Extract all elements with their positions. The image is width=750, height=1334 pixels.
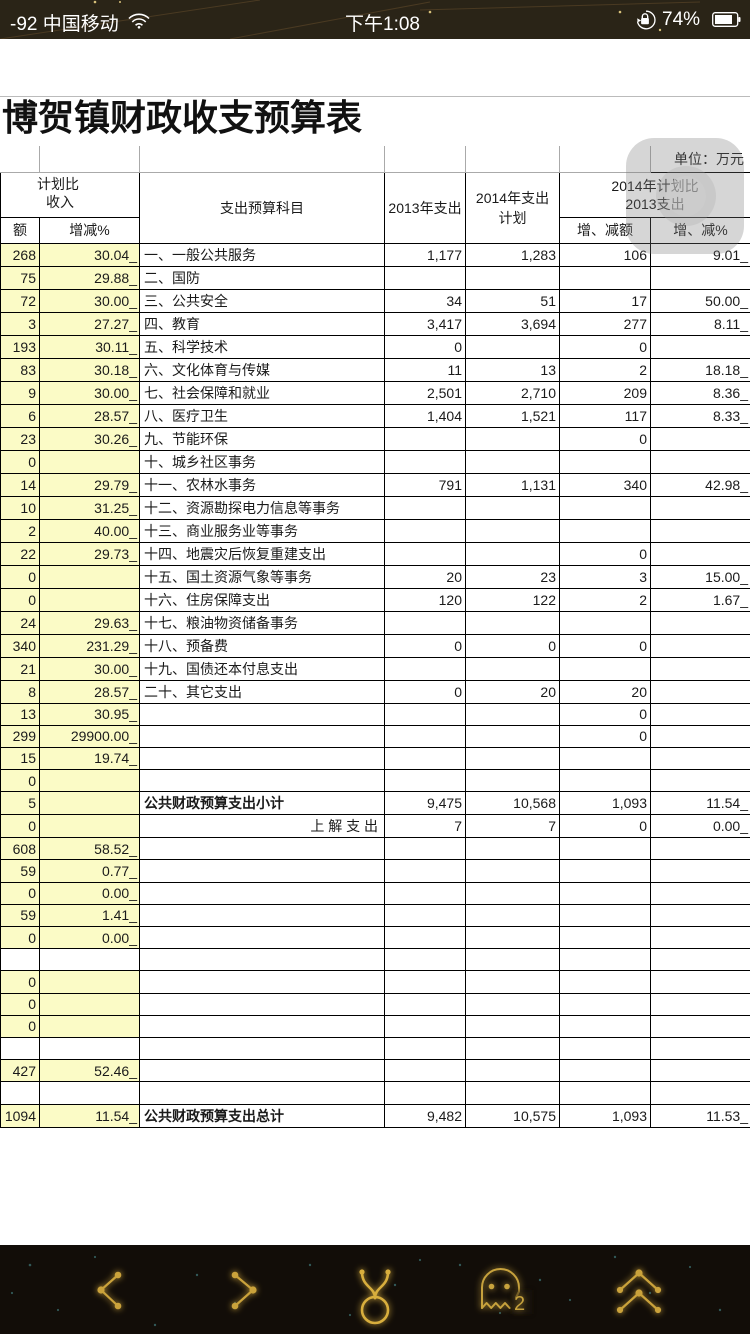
svg-text:2: 2 — [514, 1293, 525, 1315]
